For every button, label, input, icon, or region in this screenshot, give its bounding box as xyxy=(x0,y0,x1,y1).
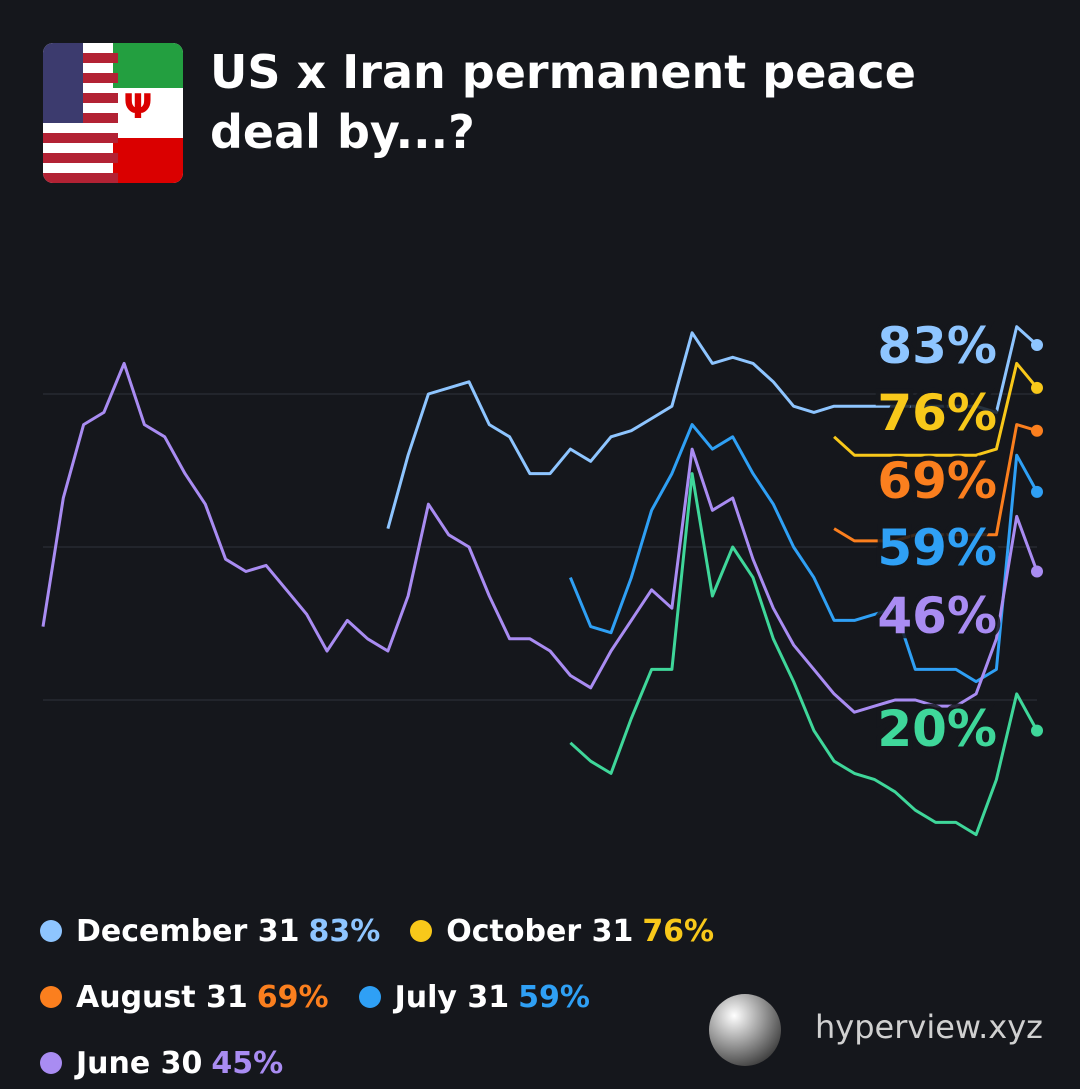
legend-item: August 31 69% xyxy=(40,971,329,1023)
legend-swatch xyxy=(410,920,433,942)
chart: 83% 76% 69% 59% 46% 20% xyxy=(41,317,1043,837)
end-dot xyxy=(1031,724,1043,737)
series-line xyxy=(386,325,1039,529)
end-dot xyxy=(1031,381,1043,394)
series-line xyxy=(833,423,1038,543)
series-line xyxy=(569,423,1039,684)
flag-icon: Ψ xyxy=(43,43,183,183)
logo xyxy=(709,994,781,1066)
legend-value: 69% xyxy=(256,979,329,1015)
series-line xyxy=(41,361,1039,714)
legend-name: December 31 xyxy=(76,913,300,949)
legend-value: 59% xyxy=(518,979,590,1015)
chart-title: US x Iran permanent peace deal by...? xyxy=(210,45,916,159)
end-dot xyxy=(1031,565,1043,578)
series-line xyxy=(569,472,1039,837)
legend-item: October 31 76% xyxy=(410,905,714,957)
end-label: 59% xyxy=(877,519,997,577)
legend: December 31 83% October 31 76% August 31 69% J… xyxy=(40,905,760,1089)
legend-value: 76% xyxy=(642,913,715,949)
end-label: 46% xyxy=(877,587,997,645)
end-label: 69% xyxy=(877,452,997,510)
legend-item: June 30 45% xyxy=(40,1037,283,1089)
legend-swatch xyxy=(40,920,62,942)
legend-name: October 31 xyxy=(446,913,634,949)
legend-swatch xyxy=(40,986,62,1008)
end-label: 20% xyxy=(877,700,997,758)
legend-name: August 31 xyxy=(76,979,248,1015)
legend-swatch xyxy=(358,986,381,1008)
end-dot xyxy=(1031,424,1043,437)
end-label: 83% xyxy=(877,317,997,375)
end-dot xyxy=(1031,339,1043,352)
legend-name: July 31 xyxy=(394,979,510,1015)
watermark: hyperview.xyz xyxy=(815,1008,1043,1046)
legend-value: 45% xyxy=(211,1045,284,1081)
svg-text:Ψ: Ψ xyxy=(124,87,153,127)
end-label: 76% xyxy=(877,384,997,442)
legend-item: July 31 59% xyxy=(358,971,590,1023)
end-dot xyxy=(1031,485,1043,498)
series-line xyxy=(833,361,1039,457)
legend-swatch xyxy=(40,1052,62,1074)
legend-name: June 30 xyxy=(76,1045,203,1081)
legend-value: 83% xyxy=(308,913,381,949)
legend-item: December 31 83% xyxy=(40,905,380,957)
